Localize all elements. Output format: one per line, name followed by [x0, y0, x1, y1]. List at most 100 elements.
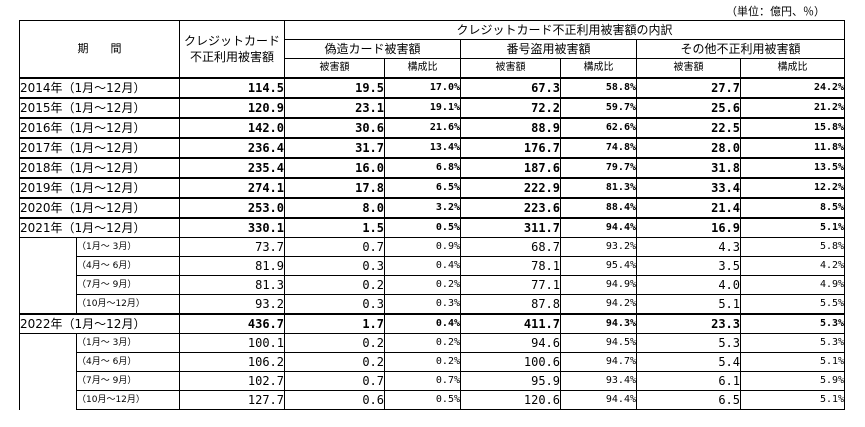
- total-damage-cell: 142.0: [179, 117, 285, 139]
- sub-period-cell: （7月～ 9月）: [76, 371, 180, 391]
- counterfeit-damage-cell: 17.8: [284, 177, 385, 199]
- table-row-year: 2019年（1月～12月） 274.1 17.8 6.5% 222.9 81.3% 33.4…: [19, 177, 846, 199]
- table-row-quarter: （4月～ 6月） 106.2 0.2 0.2% 100.6 94.7% 5.4 5.1%: [19, 352, 846, 372]
- counterfeit-damage-cell: 31.7: [284, 137, 385, 159]
- counterfeit-ratio-cell: 0.2%: [384, 275, 461, 295]
- number-theft-damage-cell: 94.6: [460, 333, 561, 353]
- table-row-quarter: （10月～12月） 93.2 0.3 0.3% 87.8 94.2% 5.1 5.5%: [19, 294, 846, 315]
- indent-cell: [19, 256, 77, 276]
- other-ratio-cell: 12.2%: [739, 177, 846, 199]
- number-theft-ratio-cell: 93.4%: [560, 371, 637, 391]
- number-theft-ratio-cell: 94.2%: [560, 294, 637, 315]
- sub-period-cell: （4月～ 6月）: [76, 352, 180, 372]
- number-theft-damage-cell: 67.3: [460, 77, 561, 99]
- period-cell: 2018年（1月～12月）: [19, 157, 180, 179]
- number-theft-ratio-cell: 74.8%: [560, 137, 637, 159]
- counterfeit-damage-cell: 0.7: [284, 237, 385, 257]
- table-row-quarter: （7月～ 9月） 81.3 0.2 0.2% 77.1 94.9% 4.0 4.9%: [19, 275, 846, 295]
- total-damage-cell: 274.1: [179, 177, 285, 199]
- other-ratio-cell: 11.8%: [739, 137, 846, 159]
- header-total-damage: クレジットカード不正利用被害額: [179, 20, 285, 79]
- total-damage-cell: 81.9: [179, 256, 285, 276]
- number-theft-ratio-cell: 95.4%: [560, 256, 637, 276]
- total-damage-cell: 330.1: [179, 217, 285, 238]
- number-theft-ratio-cell: 59.7%: [560, 97, 637, 119]
- counterfeit-ratio-cell: 0.7%: [384, 371, 461, 391]
- other-ratio-cell: 5.9%: [739, 371, 846, 391]
- other-ratio-cell: 21.2%: [739, 97, 846, 119]
- other-ratio-cell: 5.8%: [739, 237, 846, 257]
- number-theft-damage-cell: 77.1: [460, 275, 561, 295]
- other-damage-cell: 25.6: [636, 97, 741, 119]
- header-period: 期 間: [19, 20, 180, 79]
- total-damage-cell: 114.5: [179, 77, 285, 99]
- credit-card-fraud-table: 期 間 クレジットカード不正利用被害額 クレジットカード不正利用被害額の内訳 偽…: [19, 20, 846, 410]
- header-counterfeit-damage: 被害額: [284, 58, 385, 79]
- counterfeit-damage-cell: 0.3: [284, 256, 385, 276]
- other-damage-cell: 4.3: [636, 237, 741, 257]
- number-theft-ratio-cell: 94.4%: [560, 390, 637, 410]
- total-damage-cell: 236.4: [179, 137, 285, 159]
- counterfeit-ratio-cell: 0.4%: [384, 256, 461, 276]
- other-ratio-cell: 4.2%: [739, 256, 846, 276]
- total-damage-cell: 73.7: [179, 237, 285, 257]
- total-damage-cell: 106.2: [179, 352, 285, 372]
- other-damage-cell: 5.3: [636, 333, 741, 353]
- counterfeit-damage-cell: 0.2: [284, 352, 385, 372]
- period-cell: 2017年（1月～12月）: [19, 137, 180, 159]
- number-theft-damage-cell: 187.6: [460, 157, 561, 179]
- other-damage-cell: 22.5: [636, 117, 741, 139]
- other-damage-cell: 33.4: [636, 177, 741, 199]
- indent-cell: [19, 275, 77, 295]
- total-damage-cell: 93.2: [179, 294, 285, 315]
- other-damage-cell: 16.9: [636, 217, 741, 238]
- other-damage-cell: 3.5: [636, 256, 741, 276]
- sub-period-cell: （4月～ 6月）: [76, 256, 180, 276]
- header-counterfeit: 偽造カード被害額: [284, 39, 461, 59]
- number-theft-ratio-cell: 94.9%: [560, 275, 637, 295]
- number-theft-damage-cell: 223.6: [460, 197, 561, 219]
- table-row-year: 2014年（1月～12月） 114.5 19.5 17.0% 67.3 58.8% 27.7…: [19, 77, 846, 99]
- indent-cell: [19, 237, 77, 257]
- number-theft-ratio-cell: 62.6%: [560, 117, 637, 139]
- table-row-year: 2021年（1月～12月） 330.1 1.5 0.5% 311.7 94.4% 16.9 5…: [19, 217, 846, 238]
- other-damage-cell: 28.0: [636, 137, 741, 159]
- header-other-fraud: その他不正利用被害額: [635, 39, 846, 59]
- other-ratio-cell: 13.5%: [739, 157, 846, 179]
- counterfeit-ratio-cell: 0.3%: [384, 294, 461, 315]
- header-other-damage: 被害額: [636, 58, 741, 79]
- number-theft-damage-cell: 88.9: [460, 117, 561, 139]
- period-cell: 2020年（1月～12月）: [19, 197, 180, 219]
- other-damage-cell: 21.4: [636, 197, 741, 219]
- number-theft-ratio-cell: 94.7%: [560, 352, 637, 372]
- counterfeit-damage-cell: 0.3: [284, 294, 385, 315]
- counterfeit-ratio-cell: 13.4%: [384, 137, 461, 159]
- counterfeit-damage-cell: 0.2: [284, 275, 385, 295]
- period-cell: 2021年（1月～12月）: [19, 217, 180, 238]
- period-cell: 2016年（1月～12月）: [19, 117, 180, 139]
- counterfeit-ratio-cell: 0.5%: [384, 217, 461, 238]
- table-row-quarter: （10月～12月） 127.7 0.6 0.5% 120.6 94.4% 6.5 5.1%: [19, 390, 846, 410]
- counterfeit-damage-cell: 19.5: [284, 77, 385, 99]
- header-counterfeit-ratio: 構成比: [384, 58, 461, 79]
- unit-note: （単位：億円、％）: [726, 5, 825, 18]
- counterfeit-ratio-cell: 0.2%: [384, 352, 461, 372]
- number-theft-damage-cell: 176.7: [460, 137, 561, 159]
- number-theft-ratio-cell: 94.3%: [560, 313, 637, 334]
- counterfeit-ratio-cell: 0.5%: [384, 390, 461, 410]
- table-row-year: 2022年（1月～12月） 436.7 1.7 0.4% 411.7 94.3% 23.3 5…: [19, 313, 846, 334]
- other-ratio-cell: 8.5%: [739, 197, 846, 219]
- other-damage-cell: 23.3: [636, 313, 741, 334]
- number-theft-damage-cell: 411.7: [460, 313, 561, 334]
- counterfeit-damage-cell: 8.0: [284, 197, 385, 219]
- counterfeit-damage-cell: 1.7: [284, 313, 385, 334]
- number-theft-damage-cell: 87.8: [460, 294, 561, 315]
- counterfeit-ratio-cell: 0.9%: [384, 237, 461, 257]
- number-theft-damage-cell: 120.6: [460, 390, 561, 410]
- indent-cell: [19, 352, 77, 372]
- indent-cell: [19, 294, 77, 314]
- table-row-quarter: （1月～ 3月） 100.1 0.2 0.2% 94.6 94.5% 5.3 5.3%: [19, 333, 846, 353]
- other-ratio-cell: 5.3%: [739, 333, 846, 353]
- number-theft-damage-cell: 100.6: [460, 352, 561, 372]
- counterfeit-ratio-cell: 19.1%: [384, 97, 461, 119]
